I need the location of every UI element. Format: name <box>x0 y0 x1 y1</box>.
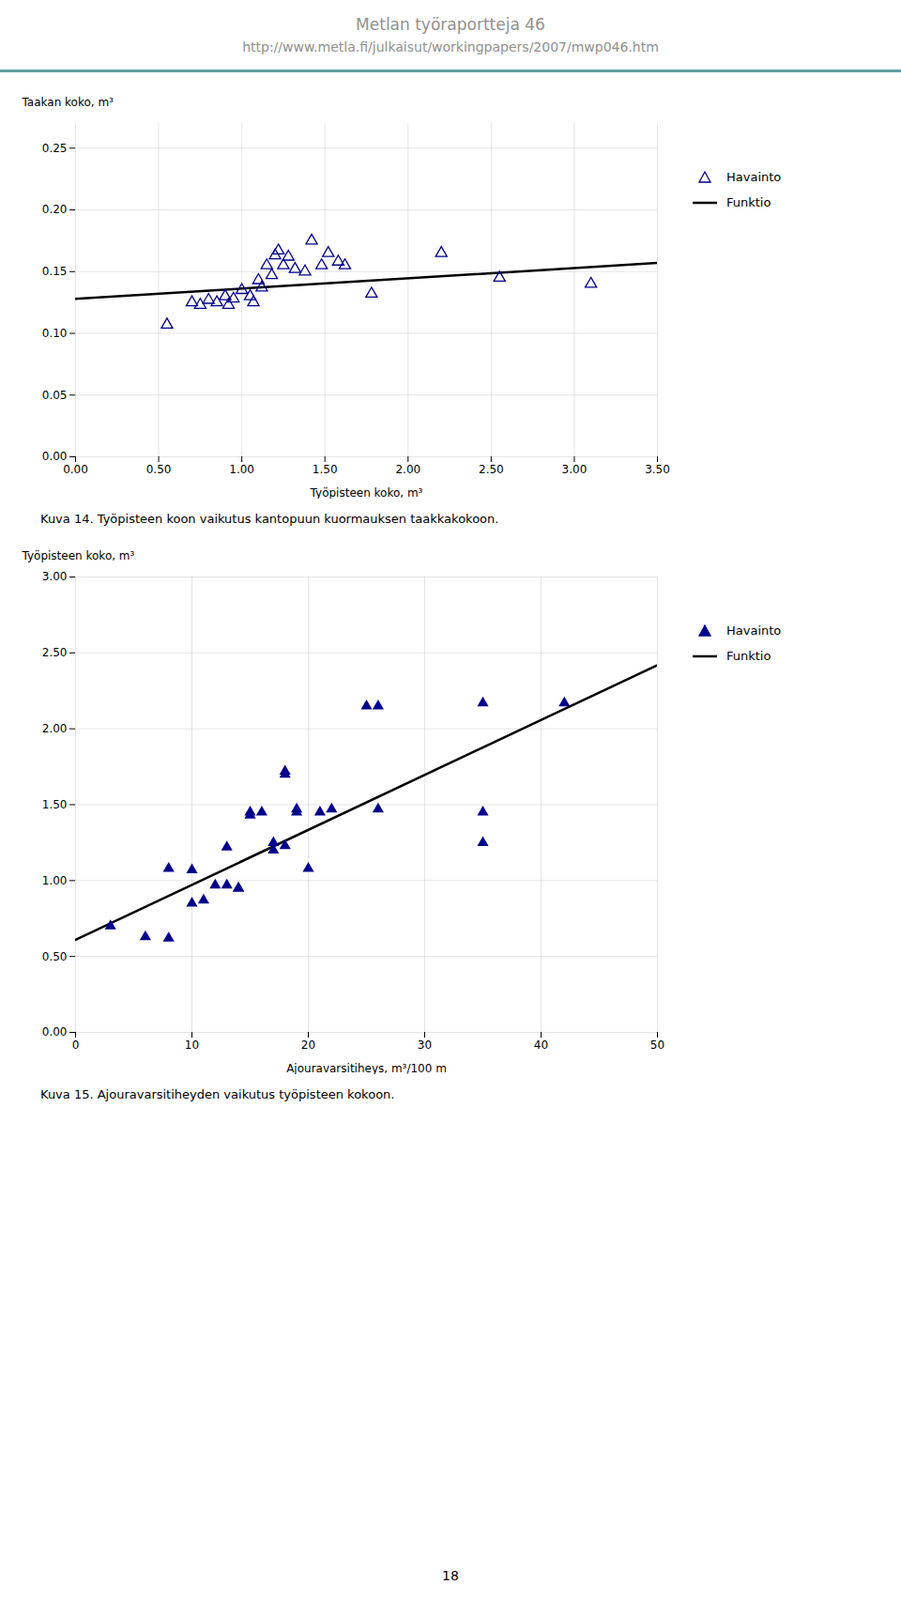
svg-text:2.00: 2.00 <box>395 462 421 476</box>
svg-text:1.00: 1.00 <box>229 462 255 476</box>
svg-text:0.15: 0.15 <box>42 264 68 278</box>
svg-text:0.20: 0.20 <box>42 202 68 216</box>
svg-text:2.00: 2.00 <box>42 721 68 735</box>
svg-text:2.50: 2.50 <box>42 645 68 659</box>
svg-text:50: 50 <box>650 1038 665 1052</box>
svg-text:0.00: 0.00 <box>42 449 68 463</box>
html-text:Havainto: Havainto <box>726 623 782 638</box>
svg-text:Työpisteen koko, m³: Työpisteen koko, m³ <box>21 549 136 563</box>
svg-text:0.05: 0.05 <box>42 388 68 402</box>
svg-text:1.50: 1.50 <box>312 462 338 476</box>
svg-text:0.25: 0.25 <box>42 141 68 155</box>
html-text:Metlan työraportteja 46: Metlan työraportteja 46 <box>355 15 546 34</box>
html-text:Kuva 14. Työpisteen koon vaiku: Kuva 14. Työpisteen koon vaikutus kantop… <box>40 511 499 526</box>
html-text:Funktio: Funktio <box>726 648 771 663</box>
svg-text:1.00: 1.00 <box>42 873 68 887</box>
html-text:http://www.metla.fi/julkaisut/: http://www.metla.fi/julkaisut/workingpap… <box>242 39 659 55</box>
svg-text:1.50: 1.50 <box>42 797 68 811</box>
svg-text:30: 30 <box>417 1038 432 1052</box>
svg-text:Työpisteen koko, m³: Työpisteen koko, m³ <box>309 486 424 500</box>
svg-text:Taakan koko, m³: Taakan koko, m³ <box>21 95 115 109</box>
html-text:Kuva 15. Ajouravarsitiheyden v: Kuva 15. Ajouravarsitiheyden vaikutus ty… <box>40 1086 395 1101</box>
svg-text:0.00: 0.00 <box>62 462 89 476</box>
svg-text:40: 40 <box>534 1038 549 1052</box>
svg-text:0.00: 0.00 <box>42 1024 68 1039</box>
svg-text:0.50: 0.50 <box>42 949 68 963</box>
svg-text:3.00: 3.00 <box>42 569 68 583</box>
svg-text:3.50: 3.50 <box>644 462 671 476</box>
svg-text:0: 0 <box>72 1038 80 1052</box>
svg-text:10: 10 <box>184 1038 199 1052</box>
svg-text:2.50: 2.50 <box>478 462 504 476</box>
svg-text:20: 20 <box>301 1038 316 1052</box>
html-text:Funktio: Funktio <box>726 195 771 210</box>
svg-text:3.00: 3.00 <box>562 462 588 476</box>
html-text:18: 18 <box>442 1567 459 1583</box>
svg-text:0.10: 0.10 <box>42 326 68 340</box>
html-text:Havainto: Havainto <box>726 169 782 184</box>
svg-text:Ajouravarsitiheys, m³/100 m: Ajouravarsitiheys, m³/100 m <box>286 1061 447 1075</box>
svg-text:0.50: 0.50 <box>146 462 172 476</box>
